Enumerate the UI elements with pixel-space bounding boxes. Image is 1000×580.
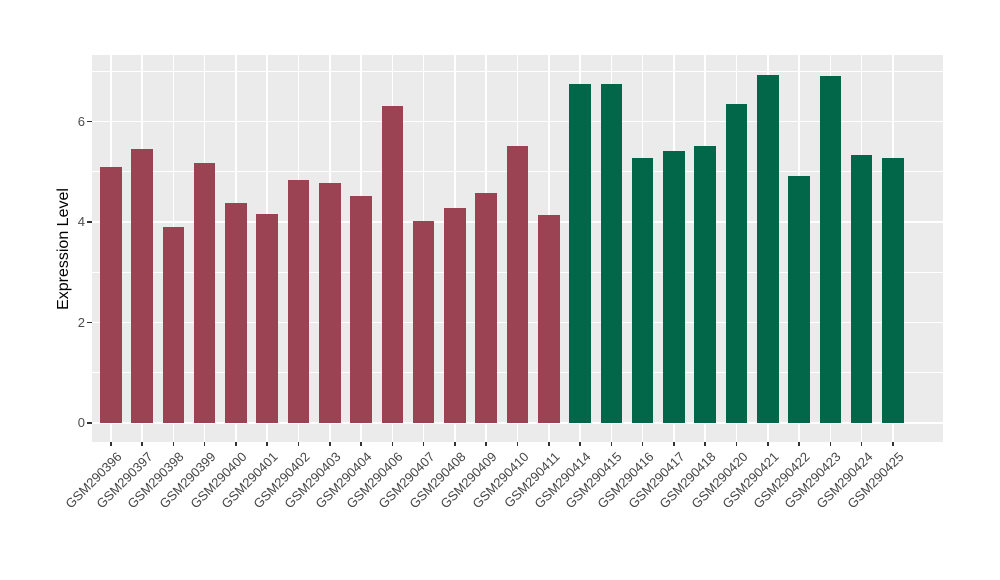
bar-GSM290417 [663, 151, 685, 423]
bar-GSM290414 [569, 83, 591, 423]
x-tick-mark-GSM290410 [516, 442, 519, 446]
x-tick-mark-GSM290422 [798, 442, 800, 446]
x-tick-mark-GSM290418 [704, 442, 706, 446]
bar-GSM290399 [193, 162, 216, 423]
bar-GSM290410 [506, 145, 529, 423]
x-tick-mark-GSM290417 [673, 442, 675, 446]
x-tick-mark-GSM290416 [641, 442, 644, 446]
plot-panel [92, 55, 943, 442]
x-tick-mark-GSM290415 [610, 442, 613, 446]
y-tick-mark-2 [87, 321, 92, 324]
x-tick-mark-GSM290414 [579, 442, 581, 446]
y-tick-label-6: 6 [77, 113, 85, 129]
y-tick-mark-0 [87, 422, 92, 424]
bar-GSM290422 [788, 176, 810, 423]
bar-GSM290424 [850, 154, 873, 423]
bar-GSM290402 [287, 180, 310, 423]
x-tick-mark-GSM290397 [141, 442, 143, 446]
x-tick-mark-GSM290402 [297, 442, 300, 446]
x-tick-mark-GSM290396 [110, 442, 112, 446]
x-tick-mark-GSM290403 [329, 442, 331, 446]
x-tick-mark-GSM290399 [203, 442, 206, 446]
x-tick-mark-GSM290400 [235, 442, 237, 446]
y-tick-mark-6 [87, 120, 92, 123]
bar-GSM290415 [600, 83, 623, 423]
x-tick-mark-GSM290401 [266, 442, 268, 446]
x-tick-mark-GSM290398 [172, 442, 175, 446]
x-tick-mark-GSM290411 [548, 442, 550, 446]
bar-GSM290396 [99, 166, 122, 423]
bar-GSM290406 [381, 106, 404, 423]
x-tick-mark-GSM290421 [767, 442, 769, 446]
bar-GSM290408 [444, 207, 466, 423]
x-tick-mark-GSM290407 [422, 442, 425, 446]
bar-GSM290409 [475, 192, 497, 423]
bar-GSM290407 [412, 220, 435, 423]
x-tick-mark-GSM290423 [829, 442, 832, 446]
x-tick-mark-GSM290404 [360, 442, 362, 446]
bar-GSM290421 [757, 74, 779, 423]
bar-GSM290420 [725, 103, 748, 423]
x-tick-mark-GSM290406 [391, 442, 394, 446]
bar-GSM290401 [256, 213, 278, 423]
y-tick-label-0: 0 [77, 415, 85, 430]
bar-GSM290411 [537, 215, 560, 423]
bar-GSM290404 [350, 195, 372, 423]
bar-GSM290425 [882, 157, 904, 423]
bar-GSM290400 [225, 203, 247, 423]
bar-GSM290398 [162, 226, 185, 423]
bar-GSM290403 [318, 183, 341, 423]
bar-GSM290423 [819, 75, 842, 423]
y-tick-label-2: 2 [77, 314, 85, 330]
x-tick-mark-GSM290424 [860, 442, 863, 446]
y-axis-title: Expression Level [55, 188, 72, 310]
y-tick-label-4: 4 [77, 214, 85, 229]
y-tick-mark-4 [87, 221, 92, 223]
x-tick-mark-GSM290408 [454, 442, 456, 446]
bar-GSM290416 [631, 157, 654, 423]
x-tick-mark-GSM290425 [892, 442, 894, 446]
x-tick-mark-GSM290420 [735, 442, 738, 446]
x-tick-mark-GSM290409 [485, 442, 487, 446]
bar-GSM290418 [694, 145, 716, 423]
bar-GSM290397 [131, 148, 153, 423]
